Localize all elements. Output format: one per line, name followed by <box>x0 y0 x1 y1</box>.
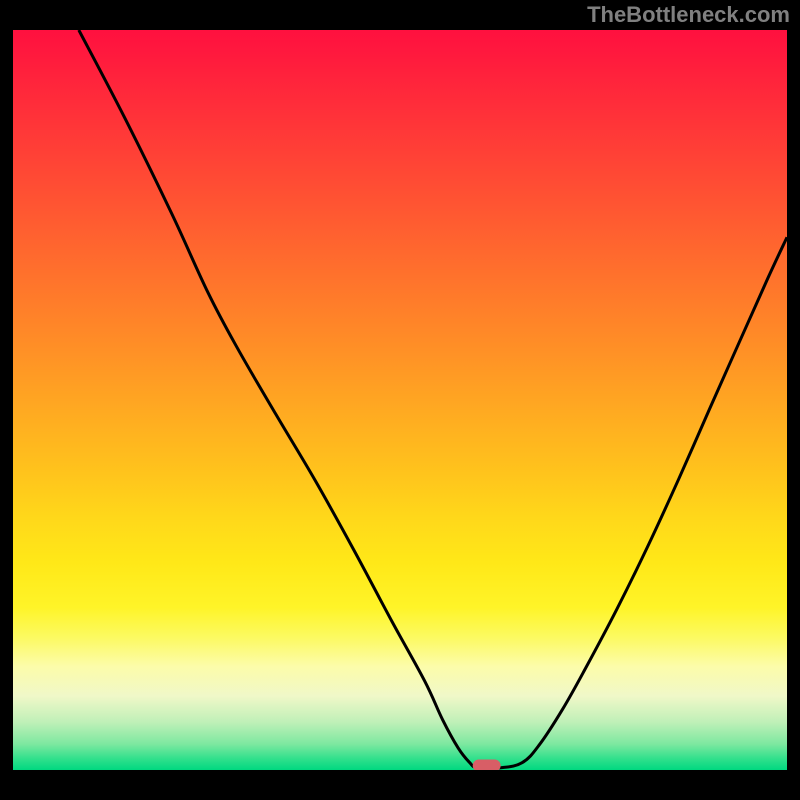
bottleneck-marker <box>473 760 501 770</box>
chart-background <box>13 30 787 770</box>
bottleneck-chart <box>13 30 787 770</box>
chart-svg <box>13 30 787 770</box>
watermark-text: TheBottleneck.com <box>587 2 790 28</box>
